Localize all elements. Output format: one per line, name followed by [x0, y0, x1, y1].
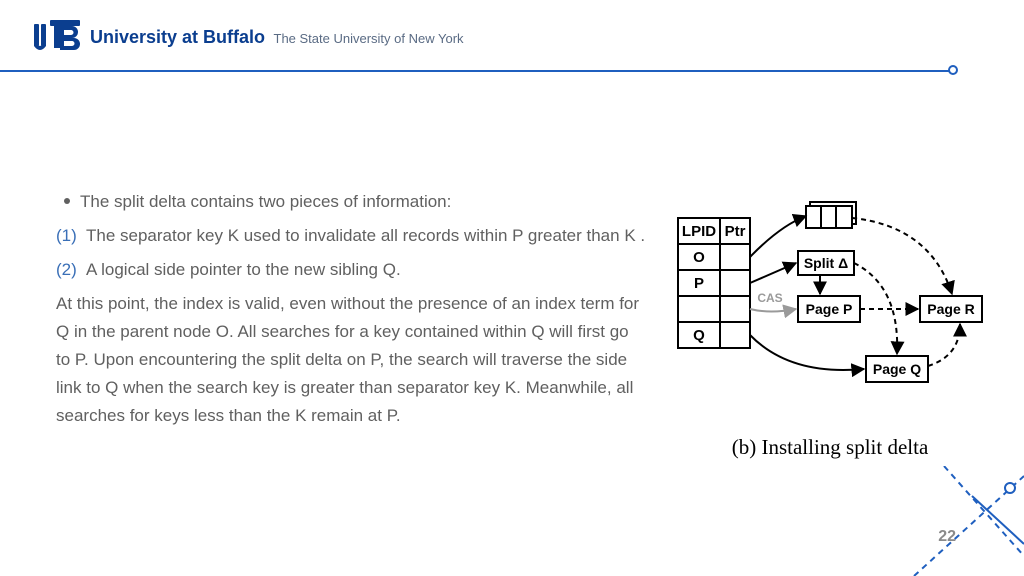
ub-logo-icon: [34, 20, 80, 54]
th-ptr: Ptr: [725, 223, 746, 240]
divider-dot-icon: [948, 65, 958, 75]
numbered-item-1: (1) The separator key K used to invalida…: [56, 222, 646, 250]
corner-decor-icon: [884, 466, 1024, 576]
num-text: The separator key K used to invalidate a…: [86, 222, 645, 250]
box-split: Split Δ: [804, 255, 848, 271]
bullet-dot-icon: [64, 198, 70, 204]
box-pageP: Page P: [806, 301, 853, 317]
institution-name: University at Buffalo: [90, 27, 265, 47]
num-label: (2): [56, 256, 82, 284]
divider-line: [0, 70, 952, 72]
page-number: 22: [938, 528, 956, 546]
body-text: The split delta contains two pieces of i…: [56, 188, 646, 430]
tagline: The State University of New York: [274, 31, 464, 46]
slide: University at Buffalo The State Universi…: [0, 0, 1024, 576]
num-label: (1): [56, 222, 82, 250]
row-P: P: [694, 275, 704, 292]
diagram-caption: (b) Installing split delta: [670, 435, 990, 460]
row-Q: Q: [693, 327, 705, 344]
bullet-item: The split delta contains two pieces of i…: [56, 188, 646, 216]
box-pageR: Page R: [927, 301, 974, 317]
diagram-svg: LPID Ptr O P Q: [670, 196, 990, 416]
row-O: O: [693, 249, 705, 266]
cas-label: CAS: [757, 291, 782, 305]
th-lpid: LPID: [682, 223, 716, 240]
box-pageQ: Page Q: [873, 361, 921, 377]
header-text: University at Buffalo The State Universi…: [90, 27, 464, 48]
header: University at Buffalo The State Universi…: [34, 20, 464, 54]
num-text: A logical side pointer to the new siblin…: [86, 256, 401, 284]
numbered-item-2: (2) A logical side pointer to the new si…: [56, 256, 646, 284]
bullet-text: The split delta contains two pieces of i…: [80, 188, 451, 216]
diagram: LPID Ptr O P Q: [670, 196, 990, 460]
paragraph: At this point, the index is valid, even …: [56, 290, 646, 430]
